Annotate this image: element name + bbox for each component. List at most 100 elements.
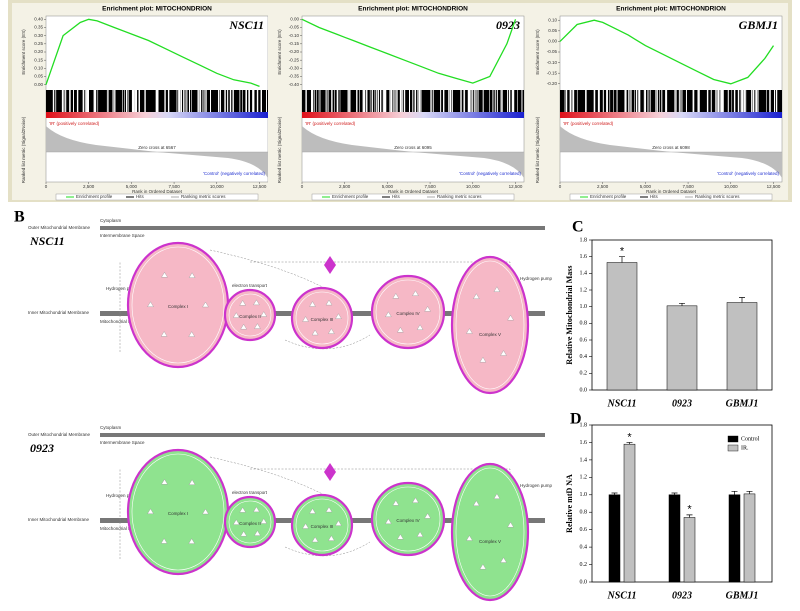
complex — [290, 493, 354, 557]
complex-label: Complex I — [168, 304, 188, 309]
legend-label: Control — [741, 436, 760, 442]
subunit — [254, 530, 261, 536]
zero-cross: Zero cross at 6098 — [652, 145, 690, 150]
legend-box — [311, 193, 515, 201]
y-tick-label: -0.20 — [289, 49, 300, 54]
subunit — [472, 293, 480, 299]
y-tick-label: 0.6 — [580, 527, 588, 533]
subunit — [302, 523, 309, 529]
y-tick-label: 0.10 — [34, 66, 43, 71]
y-axis-label: Enrichment score (ES) — [21, 29, 26, 75]
subunit — [392, 292, 400, 299]
subunit — [239, 506, 247, 513]
sample-name: 0923 — [496, 18, 520, 32]
complex-inner — [131, 246, 225, 364]
y-axis-label: Enrichment score (ES) — [277, 29, 282, 75]
x-tick-label: 7,500 — [682, 184, 694, 189]
significance-star: * — [620, 246, 625, 258]
y-tick-label: 1.4 — [580, 457, 588, 463]
legend-label: Ranking metric scores — [181, 194, 226, 199]
y-tick-label: 0.00 — [34, 82, 43, 87]
subunit — [188, 331, 196, 337]
x-tick-label: 5,000 — [382, 184, 394, 189]
complex — [370, 481, 446, 557]
subunit — [232, 519, 240, 525]
y-tick-label: 0.6 — [580, 337, 588, 343]
cytoplasm: Cytoplasm — [100, 425, 122, 430]
x-tick-label: 10,000 — [724, 184, 738, 189]
subunit — [202, 301, 209, 308]
negative-label: 'Control' (negatively correlated) — [459, 171, 521, 176]
y-tick-label: 0.2 — [580, 562, 588, 568]
sample-name: NSC11 — [228, 18, 264, 32]
subunit — [240, 530, 248, 537]
complex-label: Complex III — [311, 317, 334, 322]
complex — [450, 255, 530, 395]
subunit — [232, 312, 240, 318]
plot-title: Enrichment plot: MITOCHONDRION — [616, 6, 726, 13]
sample-name: GBMJ1 — [739, 18, 778, 32]
y-tick-label: -0.25 — [289, 57, 300, 62]
complex — [290, 286, 354, 350]
legend-label: Hits — [136, 194, 144, 199]
bar — [606, 262, 638, 391]
complex-label: Complex III — [311, 524, 334, 529]
x-tick-label: 2,500 — [339, 184, 351, 189]
bar — [683, 517, 696, 583]
complex-inner — [455, 467, 525, 597]
complex-inner — [295, 498, 349, 552]
subunit — [309, 301, 316, 307]
subunit — [472, 500, 480, 506]
y-tick-label: -0.10 — [289, 33, 300, 38]
legend-label: Enrichment profile — [76, 194, 113, 199]
subunit — [507, 521, 514, 528]
y-tick-label: 1.6 — [580, 254, 588, 260]
x-tick-label: 12,500 — [767, 184, 781, 189]
subunit — [335, 520, 342, 526]
x-tick-label: NSC11 — [607, 590, 637, 601]
y-tick-label: 0.10 — [548, 17, 557, 22]
x-tick-label: NSC11 — [607, 398, 637, 409]
enrichment-line — [301, 18, 517, 84]
subunit — [416, 531, 424, 537]
subunit — [325, 506, 333, 513]
legend-label: Enrichment profile — [332, 194, 369, 199]
complex-inner — [375, 486, 441, 552]
y-tick-label: 1.2 — [580, 475, 588, 481]
complex-label: Complex V — [479, 332, 501, 337]
panel-label: D — [570, 411, 582, 428]
y-tick-label: 0.20 — [34, 49, 43, 54]
x-tick-label: 7,500 — [424, 184, 436, 189]
x-tick-label: 10,000 — [210, 184, 224, 189]
y-tick-label: 0.40 — [34, 16, 43, 21]
x-tick-label: 7,500 — [168, 184, 180, 189]
y-axis-label: Enrichment score (ES) — [535, 29, 540, 75]
y-tick-label: -0.05 — [547, 49, 558, 54]
positive-label: 'IR' (positively correlated) — [563, 121, 614, 126]
x-tick-label: 2,500 — [83, 184, 95, 189]
hydrogen-pump: Hydrogen pump — [520, 276, 553, 281]
subunit — [493, 286, 501, 292]
positive-label: 'IR' (positively correlated) — [49, 121, 100, 126]
inner-membrane: Inner Mitochondrial Membrane — [28, 310, 90, 315]
panel-label: C — [572, 219, 584, 236]
y-tick-label: 0.25 — [34, 41, 43, 46]
rank-gradient — [302, 112, 524, 118]
complex-label: Complex II — [239, 314, 261, 319]
y-tick-label: 1.8 — [580, 237, 588, 243]
subunit — [253, 299, 260, 306]
complex-inner — [228, 500, 272, 544]
legend-label: Hits — [650, 194, 658, 199]
bar — [726, 302, 758, 391]
complex-label: Complex II — [239, 521, 261, 526]
y-tick-label: 0.8 — [580, 321, 588, 327]
subunit — [309, 508, 316, 514]
error-bar — [671, 492, 678, 495]
bar — [623, 443, 636, 583]
matrix: Mitochondrial Matrix — [100, 526, 141, 531]
legend-swatch — [727, 435, 739, 443]
connector — [119, 249, 511, 352]
subunit — [240, 323, 248, 330]
subunit — [385, 518, 392, 524]
complex — [370, 274, 446, 350]
